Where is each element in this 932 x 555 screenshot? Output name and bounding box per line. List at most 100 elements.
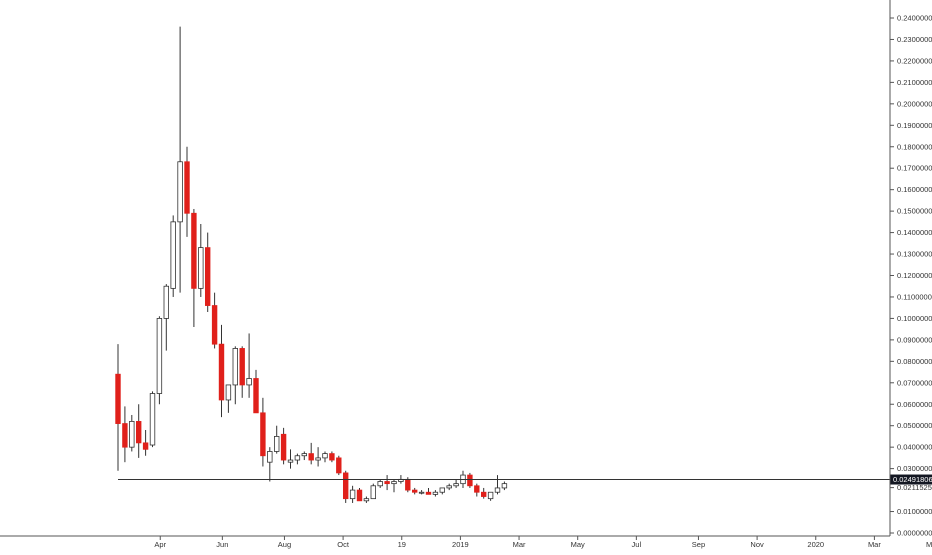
candle xyxy=(494,475,501,495)
candle-body xyxy=(356,489,363,502)
candle-body xyxy=(135,421,142,444)
candle-body xyxy=(156,318,163,394)
candle-body xyxy=(425,491,432,495)
candle-body xyxy=(349,489,356,500)
x-tick-label: 2019 xyxy=(452,540,469,549)
candle xyxy=(336,455,342,476)
candle-body xyxy=(218,343,225,401)
candle xyxy=(439,487,445,495)
candle xyxy=(239,346,245,398)
x-tick-label: Apr xyxy=(154,540,166,549)
candle-body xyxy=(198,247,204,289)
candle xyxy=(122,406,128,463)
candle-body xyxy=(377,481,383,487)
candle-body xyxy=(322,453,328,459)
candle-body xyxy=(294,455,301,461)
candle xyxy=(294,453,301,465)
candle xyxy=(391,479,397,493)
x-tick-label: Oct xyxy=(337,540,350,549)
candle xyxy=(232,346,238,405)
candle-body xyxy=(246,378,252,386)
candle-body xyxy=(363,498,370,502)
candle xyxy=(218,324,225,418)
candle xyxy=(246,333,252,398)
candle-body xyxy=(329,453,335,461)
candle-body xyxy=(273,436,280,452)
x-tick-label: Nov xyxy=(750,540,764,549)
candle-body xyxy=(370,485,376,500)
current-price-label: 0.02115257 xyxy=(897,483,932,492)
price-badge xyxy=(890,474,932,485)
candle xyxy=(322,451,328,463)
candle xyxy=(349,485,356,503)
candle-body xyxy=(191,212,197,289)
x-tick-label: Mar xyxy=(513,540,526,549)
candle-body xyxy=(149,393,156,446)
candle xyxy=(156,316,163,405)
x-tick-label: Jul xyxy=(632,540,642,549)
candle-body xyxy=(260,412,266,457)
candle xyxy=(467,472,473,488)
candle-body xyxy=(177,161,183,223)
candle-body xyxy=(405,478,411,491)
candle-body xyxy=(467,474,473,487)
candle-body xyxy=(184,161,190,214)
candle xyxy=(280,427,287,465)
x-tick-label: 2020 xyxy=(807,540,824,549)
candle-body xyxy=(391,481,397,485)
candle-body xyxy=(280,433,287,461)
candles-group xyxy=(115,26,508,503)
candle-body xyxy=(480,491,487,497)
candle-body xyxy=(336,457,342,474)
candle-body xyxy=(225,384,232,401)
candle xyxy=(446,483,452,491)
x-tick-label: Jun xyxy=(216,540,228,549)
candle xyxy=(411,487,418,495)
candle-body xyxy=(122,423,128,448)
candle xyxy=(487,491,494,501)
candle-body xyxy=(474,485,480,493)
candle xyxy=(260,397,266,467)
candle xyxy=(356,487,363,502)
candle xyxy=(253,369,259,414)
candle xyxy=(211,292,218,349)
candle xyxy=(170,215,176,297)
candle-body xyxy=(129,421,135,448)
candle xyxy=(425,487,432,495)
candle xyxy=(142,430,149,456)
candle xyxy=(273,425,280,454)
candle-body xyxy=(501,483,508,489)
x-tick-label: Mar xyxy=(868,540,881,549)
candle xyxy=(198,224,204,297)
candle xyxy=(225,384,232,413)
x-axis: Apr Jun Aug Oct 19 2019 Mar May Jul Sep Nov 2020 Mar… xyxy=(0,535,932,549)
candle xyxy=(135,404,142,458)
candle-body xyxy=(439,487,445,493)
candle-body xyxy=(446,485,452,489)
candle-body xyxy=(418,491,425,494)
candle-body xyxy=(384,481,390,485)
x-tick-label: Sep xyxy=(692,540,705,549)
candle xyxy=(370,483,376,500)
candle-body xyxy=(204,247,211,306)
candle xyxy=(177,26,183,293)
candle-body xyxy=(432,491,439,495)
candle xyxy=(480,487,487,499)
candle xyxy=(474,483,480,497)
candle xyxy=(301,451,307,461)
candle-body xyxy=(239,348,245,386)
